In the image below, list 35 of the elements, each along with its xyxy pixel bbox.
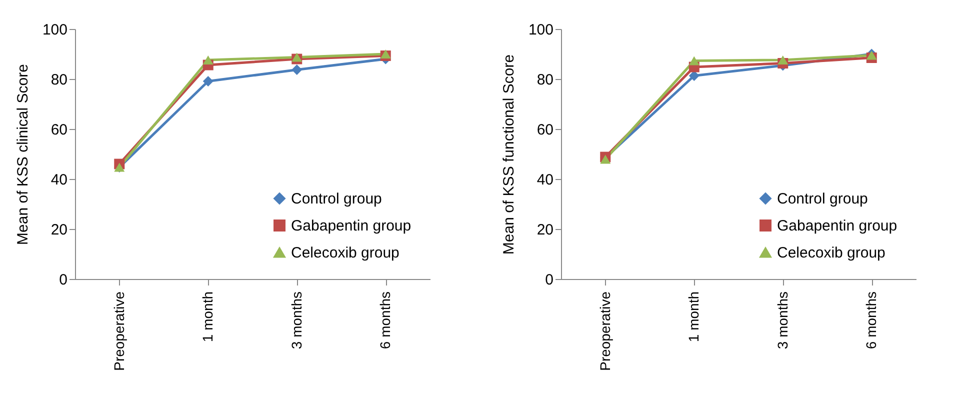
- legend-label: Gabapentin group: [777, 218, 898, 234]
- legend-label: Control group: [291, 190, 382, 208]
- legend-label: Celecoxib group: [777, 244, 886, 262]
- y-tick-label: 20: [536, 222, 554, 238]
- legend-label: Control group: [777, 190, 868, 208]
- y-tick-label: 20: [50, 222, 68, 238]
- y-tick-label: 0: [545, 272, 554, 288]
- y-tick-label: 100: [528, 22, 554, 38]
- y-axis-title: Mean of KSS clinical Score: [14, 64, 32, 245]
- x-tick-label: 6 months: [863, 292, 880, 350]
- x-tick-label: 3 months: [774, 292, 790, 350]
- point: [688, 70, 700, 81]
- y-tick-label: 40: [536, 172, 554, 188]
- x-tick-label: 1 month: [686, 292, 702, 342]
- x-tick-label: 1 month: [200, 292, 216, 342]
- legend-label: Gabapentin group: [291, 218, 412, 234]
- x-tick-label: 3 months: [288, 292, 304, 350]
- x-tick-label: Preoperative: [110, 291, 127, 371]
- point: [292, 52, 302, 62]
- point: [202, 76, 214, 86]
- legend-label: Celecoxib group: [291, 244, 400, 262]
- y-tick-label: 100: [42, 22, 68, 38]
- x-tick-label: 6 months: [377, 292, 394, 350]
- point: [778, 55, 788, 65]
- y-tick-label: 80: [50, 72, 68, 88]
- point: [292, 64, 302, 75]
- y-tick-label: 80: [536, 72, 554, 88]
- point: [202, 55, 214, 65]
- y-axis-title: Mean of KSS functional Score: [500, 54, 518, 255]
- y-tick-label: 60: [536, 122, 554, 138]
- y-tick-label: 60: [50, 122, 68, 138]
- point: [688, 56, 700, 66]
- y-tick-label: 0: [59, 272, 68, 288]
- x-tick-label: Preoperative: [596, 291, 613, 371]
- y-tick-label: 40: [50, 172, 68, 188]
